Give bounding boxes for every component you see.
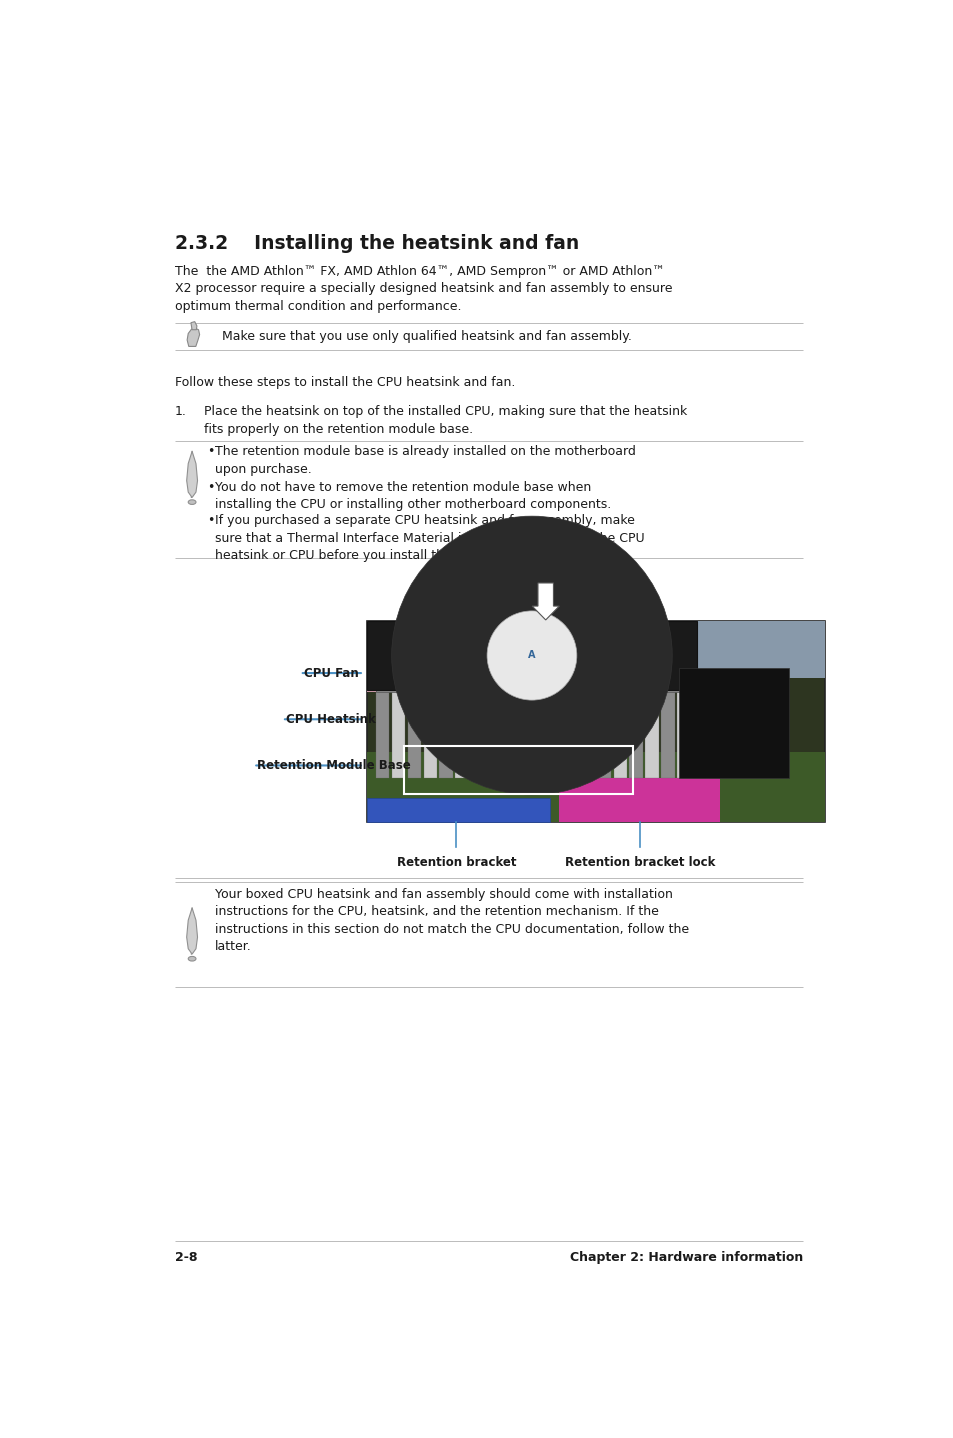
Polygon shape — [532, 582, 558, 620]
Text: Your boxed CPU heatsink and fan assembly should come with installation
instructi: Your boxed CPU heatsink and fan assembly… — [215, 887, 689, 953]
Text: Place the heatsink on top of the installed CPU, making sure that the heatsink
fi: Place the heatsink on top of the install… — [204, 406, 687, 436]
Bar — [375, 692, 389, 778]
Bar — [423, 692, 436, 778]
Bar — [392, 692, 405, 778]
Text: Make sure that you use only qualified heatsink and fan assembly.: Make sure that you use only qualified he… — [221, 331, 631, 344]
Text: Retention bracket lock: Retention bracket lock — [564, 856, 715, 870]
Bar — [678, 667, 788, 778]
Ellipse shape — [188, 500, 195, 505]
Bar — [677, 692, 690, 778]
Text: CPU Fan: CPU Fan — [303, 667, 358, 680]
Text: The retention module base is already installed on the motherboard
upon purchase.: The retention module base is already ins… — [215, 446, 636, 476]
Bar — [439, 692, 453, 778]
Bar — [710, 706, 738, 719]
Bar — [660, 692, 674, 778]
Bar — [486, 692, 499, 778]
Bar — [367, 621, 824, 821]
Bar — [613, 692, 626, 778]
Text: •: • — [208, 515, 214, 528]
Bar — [598, 692, 611, 778]
Text: You do not have to remove the retention module base when
installing the CPU or i: You do not have to remove the retention … — [215, 480, 611, 510]
Bar — [367, 752, 824, 821]
Bar — [581, 692, 595, 778]
Bar — [407, 692, 420, 778]
Text: 1.: 1. — [174, 406, 187, 418]
Polygon shape — [187, 328, 199, 347]
Circle shape — [392, 516, 672, 795]
Bar — [375, 680, 723, 692]
Circle shape — [487, 611, 577, 700]
Text: •: • — [208, 480, 214, 493]
Text: Retention bracket: Retention bracket — [396, 856, 516, 870]
Bar — [710, 735, 738, 748]
Text: 2-8: 2-8 — [174, 1251, 197, 1264]
Bar — [518, 692, 532, 778]
Text: •: • — [208, 446, 214, 459]
Polygon shape — [191, 322, 196, 329]
Text: Retention Module Base: Retention Module Base — [257, 759, 411, 772]
Text: CPU Heatsink: CPU Heatsink — [286, 713, 375, 726]
Bar — [403, 745, 632, 794]
Bar — [710, 720, 738, 733]
Text: If you purchased a separate CPU heatsink and fan assembly, make
sure that a Ther: If you purchased a separate CPU heatsink… — [215, 515, 644, 562]
Text: The  the AMD Athlon™ FX, AMD Athlon 64™, AMD Sempron™ or AMD Athlon™
X2 processo: The the AMD Athlon™ FX, AMD Athlon 64™, … — [174, 265, 672, 313]
Bar — [471, 692, 484, 778]
Bar — [558, 778, 720, 821]
Bar — [644, 692, 658, 778]
Bar — [367, 798, 550, 821]
Bar — [710, 679, 738, 692]
Text: A: A — [528, 650, 536, 660]
Bar — [455, 692, 468, 778]
Ellipse shape — [188, 956, 195, 961]
Bar — [367, 621, 697, 690]
Bar — [565, 692, 578, 778]
Bar — [550, 692, 563, 778]
Polygon shape — [187, 452, 197, 498]
Bar — [692, 692, 705, 778]
Bar — [710, 749, 738, 762]
Bar — [687, 621, 824, 677]
Bar — [710, 693, 738, 706]
Text: Follow these steps to install the CPU heatsink and fan.: Follow these steps to install the CPU he… — [174, 375, 515, 388]
Bar — [708, 692, 721, 778]
Polygon shape — [187, 907, 197, 953]
Bar — [502, 692, 516, 778]
Bar — [367, 621, 495, 692]
Text: Chapter 2: Hardware information: Chapter 2: Hardware information — [569, 1251, 802, 1264]
Text: 2.3.2    Installing the heatsink and fan: 2.3.2 Installing the heatsink and fan — [174, 234, 578, 253]
Bar — [629, 692, 642, 778]
Bar — [534, 692, 547, 778]
